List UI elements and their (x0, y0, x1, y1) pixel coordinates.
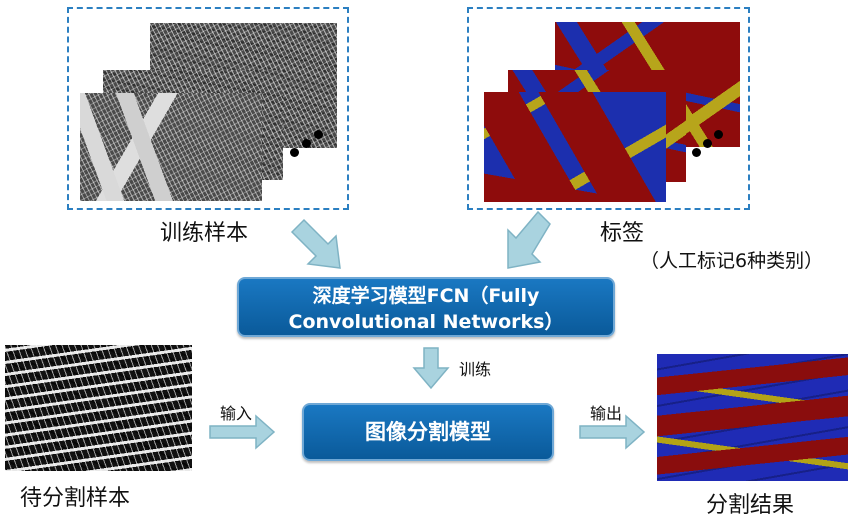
arrow-labels-to-fcn (507, 210, 551, 269)
ellipsis-dot (302, 139, 311, 148)
ellipsis-dot (714, 130, 723, 139)
ellipsis-dot (290, 148, 299, 157)
ellipsis-dot (692, 148, 701, 157)
fcn-model-box: 深度学习模型FCN（Fully Convolutional Networks） (237, 277, 615, 337)
sample-to-segment-caption: 待分割样本 (20, 486, 131, 511)
label-image-front (484, 92, 666, 202)
training-samples-caption: 训练样本 (160, 221, 249, 246)
fcn-box-line1: 深度学习模型FCN（Fully (312, 285, 540, 307)
output-label: 输出 (590, 404, 623, 423)
arrow-fcn-to-model (412, 347, 450, 390)
train-label: 训练 (459, 360, 492, 379)
ellipsis-dot (314, 130, 323, 139)
sample-to-segment-image (5, 345, 192, 471)
ellipsis-dot (703, 139, 712, 148)
arrow-input (209, 414, 276, 450)
segmentation-model-label: 图像分割模型 (365, 420, 491, 444)
segmentation-result-caption: 分割结果 (706, 493, 795, 518)
labels-caption: 标签 (600, 221, 645, 246)
arrow-training-to-fcn (290, 218, 341, 269)
fcn-box-line2: Convolutional Networks） (288, 311, 564, 333)
segmentation-result-image (657, 354, 848, 481)
input-label: 输入 (220, 404, 253, 423)
training-sample-image-front (80, 93, 262, 201)
arrow-output (579, 414, 646, 450)
labels-frame (467, 7, 750, 210)
segmentation-model-box: 图像分割模型 (302, 403, 554, 461)
training-samples-frame (67, 7, 349, 210)
labels-note: （人工标记6种类别） (640, 250, 824, 272)
